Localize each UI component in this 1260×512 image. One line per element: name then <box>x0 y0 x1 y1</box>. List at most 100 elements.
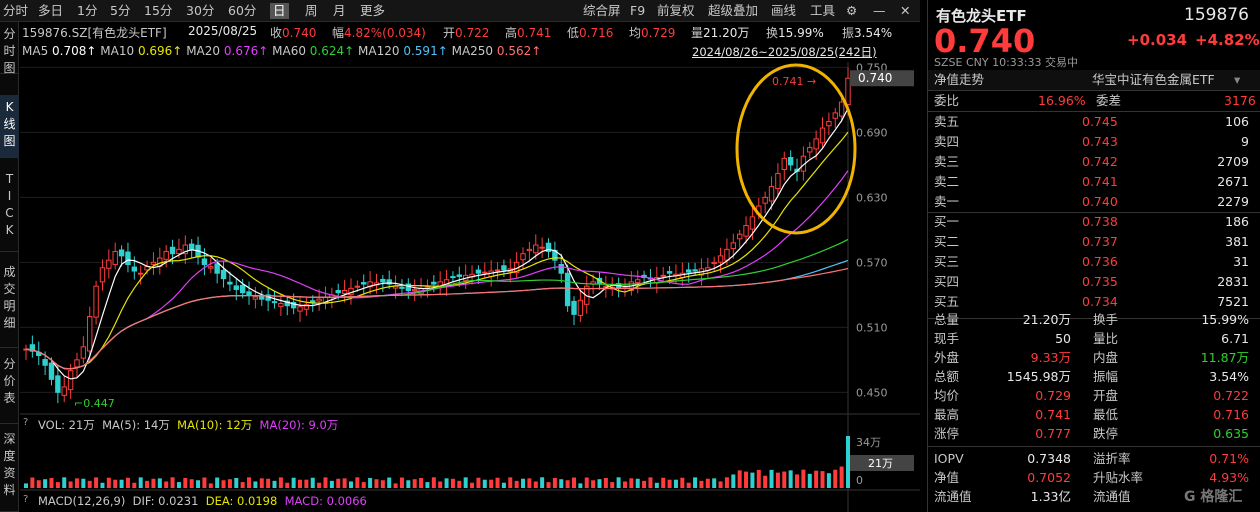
candle-body <box>303 304 310 310</box>
book-label: 买四 <box>934 274 960 289</box>
candle-body <box>494 269 501 272</box>
book-row[interactable]: 卖二 0.741 2671 <box>928 172 1260 192</box>
tab-0[interactable]: 分时 <box>3 3 29 18</box>
book-row[interactable]: 买四 0.735 2831 <box>928 272 1260 292</box>
stat-value: 11.87万 <box>1200 350 1249 365</box>
book-row[interactable]: 卖一 0.740 2279 <box>928 192 1260 212</box>
candle-body <box>112 251 118 265</box>
volume-bar <box>336 478 341 488</box>
book-row[interactable]: 买二 0.737 381 <box>928 232 1260 252</box>
tab-5[interactable]: 30分 <box>186 3 215 18</box>
panel-settings-icon[interactable]: ? <box>23 417 29 428</box>
stat-value: 50 <box>1055 331 1071 346</box>
sidebar-tab-3[interactable]: 成交明细 <box>0 260 19 348</box>
volume-bar <box>412 479 417 488</box>
tab-2[interactable]: 1分 <box>77 3 98 18</box>
book-row[interactable]: 买五 0.734 7521 <box>928 292 1260 312</box>
volume-bar <box>348 481 353 488</box>
stat-label: 均价 <box>934 388 960 403</box>
stat-value: 0.722 <box>1213 388 1249 403</box>
volume-bar <box>814 470 819 488</box>
ma-value-2: 0.676↑ <box>223 44 269 58</box>
candle-body <box>577 299 584 316</box>
macd-settings-icon[interactable]: ? <box>23 494 29 505</box>
volume-bar <box>559 479 564 488</box>
volume-bar <box>572 477 576 488</box>
volume-tag-label: 21万 <box>868 457 893 470</box>
candle-body <box>55 375 61 393</box>
stat-value: 1.33亿 <box>1030 489 1071 504</box>
date-range[interactable]: 2024/08/26~2025/08/25(242日) <box>692 45 877 59</box>
candle-body <box>163 251 169 260</box>
close-icon[interactable]: ✕ <box>900 3 911 18</box>
book-row[interactable]: 买三 0.736 31 <box>928 252 1260 272</box>
tab-9[interactable]: 月 <box>333 3 346 18</box>
book-volume: 2671 <box>1217 174 1249 189</box>
volume-bar <box>673 479 678 488</box>
gear-icon[interactable]: ⚙ <box>846 3 858 18</box>
tab-4[interactable]: 15分 <box>144 3 173 18</box>
stat-value: 9.33万 <box>1030 350 1071 365</box>
candle-body <box>666 271 673 274</box>
volume-tag-box <box>850 455 914 471</box>
toolbar-right-2[interactable]: 前复权 <box>657 3 695 18</box>
book-row[interactable]: 卖五 0.745 106 <box>928 112 1260 132</box>
volume-bar <box>661 477 666 488</box>
book-divider <box>928 212 1260 213</box>
volume-bar <box>285 482 290 488</box>
macd-params: MACD(12,26,9) <box>38 494 126 508</box>
volume-bar <box>769 469 774 488</box>
volume-ma10: MA(10): 12万 <box>177 418 253 432</box>
minimize-icon[interactable]: — <box>873 3 886 18</box>
tab-1[interactable]: 多日 <box>38 3 64 18</box>
volume-bar <box>801 469 806 488</box>
book-volume: 381 <box>1225 234 1249 249</box>
stat-value: 0.716 <box>1213 407 1249 422</box>
book-row[interactable]: 卖三 0.742 2709 <box>928 152 1260 172</box>
toolbar-right-5[interactable]: 工具 <box>810 3 836 18</box>
volume-bar <box>457 480 462 488</box>
candle-body <box>233 285 239 290</box>
change-label: 幅 <box>332 26 345 40</box>
toolbar-right-4[interactable]: 画线 <box>771 3 797 18</box>
sidebar-tab-0[interactable]: 分时图 <box>0 22 19 75</box>
volume-bar <box>176 482 181 488</box>
macd-legend: MACD(12,26,9) DIF: 0.0231 DEA: 0.0198 MA… <box>38 494 367 508</box>
book-price: 0.734 <box>1082 294 1118 309</box>
stat-value: 0.729 <box>1035 388 1071 403</box>
tab-8[interactable]: 周 <box>305 3 318 18</box>
volume-bar <box>183 478 188 488</box>
volume-bar <box>622 481 627 488</box>
sidebar-tab-4[interactable]: 分价表 <box>0 352 19 424</box>
toolbar-right-3[interactable]: 超级叠加 <box>708 3 759 18</box>
candle-body <box>724 248 730 261</box>
volume-bar <box>591 480 596 488</box>
candle-body <box>520 253 526 261</box>
volume-ma5: MA(5): 14万 <box>102 418 170 432</box>
volume-bar <box>361 482 366 488</box>
candle-body <box>533 244 539 254</box>
tab-7[interactable]: 日 <box>270 3 289 19</box>
candle-body <box>106 259 112 269</box>
toolbar-right-1[interactable]: F9 <box>630 3 646 18</box>
highlight-ellipse <box>735 63 857 235</box>
stat-value: 6.71 <box>1221 331 1249 346</box>
stat-label: 升贴水率 <box>1093 470 1144 485</box>
ma-label-0: MA5 <box>22 44 49 58</box>
nav-expand-icon[interactable]: ▾ <box>1234 72 1241 87</box>
tab-10[interactable]: 更多 <box>360 3 386 18</box>
toolbar-right-0[interactable]: 综合屏 <box>583 3 621 18</box>
volume-bar <box>266 478 271 488</box>
tab-3[interactable]: 5分 <box>110 3 131 18</box>
book-row[interactable]: 买一 0.738 186 <box>928 212 1260 232</box>
tab-6[interactable]: 60分 <box>228 3 257 18</box>
book-row[interactable]: 卖四 0.743 9 <box>928 132 1260 152</box>
sidebar-tab-5[interactable]: 深度资料 <box>0 427 19 512</box>
book-price: 0.745 <box>1082 114 1118 129</box>
candle-body <box>354 285 361 288</box>
candle-body <box>768 186 775 202</box>
volume-bar <box>323 477 328 488</box>
nav-trend-label[interactable]: 净值走势 <box>934 72 985 87</box>
